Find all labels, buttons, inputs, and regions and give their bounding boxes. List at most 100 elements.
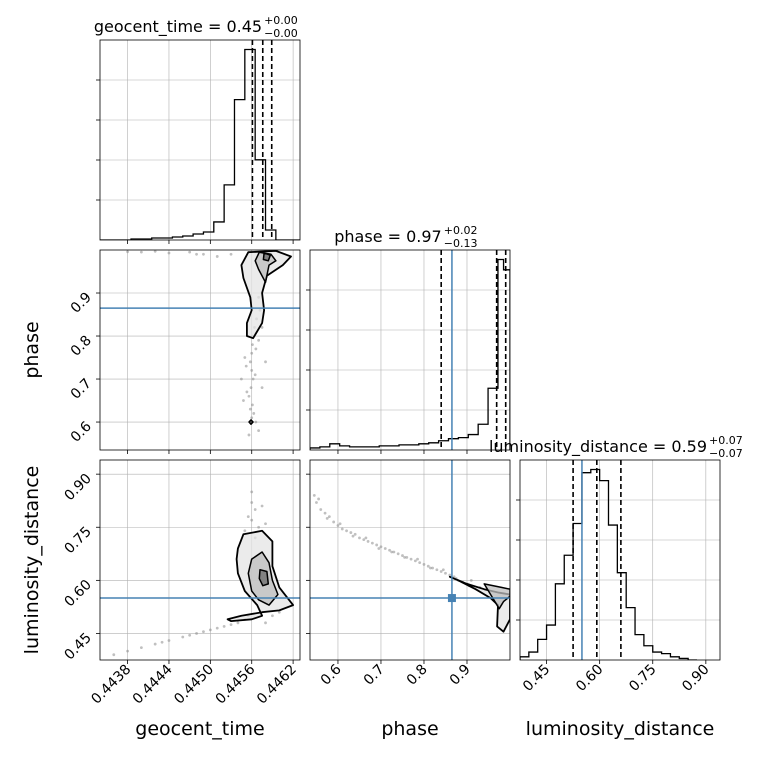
panel-phase-vs-luminosity_distance-clip-group <box>312 493 510 633</box>
panel-geocent_time-vs-phase-point-21 <box>260 386 264 390</box>
panel-phase-vs-luminosity_distance-point-7 <box>340 527 344 531</box>
panel-phase-vs-luminosity_distance-point-1 <box>315 501 318 504</box>
hist-geocent_time-steps <box>100 48 300 240</box>
panel-phase-vs-luminosity_distance-point-24 <box>413 559 417 563</box>
ytick-label-3: 0.9 <box>68 290 95 317</box>
panel-phase-vs-luminosity_distance-contour-1 <box>483 583 510 610</box>
panel-geocent_time-vs-luminosity_distance-point-10 <box>236 621 240 625</box>
panel-phase-vs-luminosity_distance-point-29 <box>435 568 439 572</box>
panel-geocent_time-vs-phase-point-6 <box>250 351 254 355</box>
panel-geocent_time-vs-phase-point-24 <box>254 420 258 424</box>
panel-phase-vs-luminosity_distance-point-5 <box>332 520 336 524</box>
panel-phase-vs-luminosity_distance-point-18 <box>388 548 391 552</box>
hist-geocent_time-bg <box>100 40 300 240</box>
panel-geocent_time-vs-phase-point-34 <box>229 252 233 256</box>
panel-geocent_time-vs-phase-contour-2 <box>262 252 272 262</box>
panel-geocent_time-vs-luminosity_distance-point-4 <box>181 635 185 639</box>
panel-phase-vs-luminosity_distance-point-38 <box>325 517 329 520</box>
panel-geocent_time-vs-phase-point-29 <box>260 326 264 329</box>
panel-geocent_time-vs-phase-bg <box>100 250 300 450</box>
panel-phase-vs-luminosity_distance-point-22 <box>405 555 409 559</box>
panel-phase-vs-luminosity_distance-point-30 <box>439 570 443 573</box>
xtick-label-geocent_time-3: 0.4456 <box>213 661 259 707</box>
panel-phase-vs-luminosity_distance-point-14 <box>370 541 374 545</box>
title-sub-geocent_time: −0.00 <box>264 27 298 40</box>
panel-geocent_time-vs-phase-point-35 <box>188 250 192 254</box>
panel-phase-vs-luminosity_distance-point-17 <box>383 547 387 550</box>
panel-geocent_time-vs-luminosity_distance-point-5 <box>195 632 198 635</box>
panel-geocent_time-vs-phase-point-26 <box>247 433 251 437</box>
panel-phase-vs-luminosity_distance-point-40 <box>351 534 355 538</box>
panel-phase-vs-luminosity_distance-point-19 <box>392 550 396 554</box>
panel-geocent_time-vs-phase-point-37 <box>202 252 205 256</box>
xlabel-luminosity_distance: luminosity_distance <box>526 718 715 740</box>
panel-geocent_time-vs-phase-point-23 <box>254 347 258 351</box>
ytick-label-2: 0.75 <box>61 524 94 557</box>
xtick-label-luminosity_distance-0: 0.45 <box>520 662 553 695</box>
panel-phase-vs-luminosity_distance-point-3 <box>323 511 327 515</box>
panel-phase-vs-luminosity_distance-point-44 <box>403 555 407 559</box>
panel-phase-vs-luminosity_distance-point-39 <box>338 522 342 526</box>
title-sub-luminosity_distance: −0.07 <box>709 447 743 460</box>
xlabel-phase: phase <box>381 718 438 740</box>
panel-geocent_time-vs-luminosity_distance-point-29 <box>202 630 205 634</box>
xlabel-geocent_time: geocent_time <box>135 718 264 740</box>
panel-phase-vs-luminosity_distance-point-47 <box>441 568 445 572</box>
hist-luminosity_distance-frame <box>519 459 721 661</box>
hist-phase-steps <box>310 258 510 450</box>
panel-phase-vs-luminosity_distance-point-21 <box>401 554 404 557</box>
title-luminosity_distance: luminosity_distance = 0.59 <box>489 437 707 457</box>
panel-phase-vs-luminosity_distance-point-50 <box>469 578 473 582</box>
panel-phase-vs-luminosity_distance-point-15 <box>375 543 379 547</box>
xtick-label-luminosity_distance-3: 0.90 <box>679 662 712 695</box>
panel-geocent_time-vs-phase-point-7 <box>248 360 252 364</box>
panel-geocent_time-vs-phase-point-32 <box>139 250 143 254</box>
panel-geocent_time-vs-phase-point-13 <box>252 412 256 415</box>
panel-geocent_time-vs-phase-point-10 <box>249 386 253 390</box>
panel-phase-vs-luminosity_distance-point-23 <box>409 557 413 561</box>
xtick-label-geocent_time-1: 0.4444 <box>130 661 176 707</box>
panel-phase-vs-luminosity_distance-point-0 <box>312 493 316 497</box>
panel-geocent_time-vs-phase-contour-1 <box>254 251 277 284</box>
panel-geocent_time-vs-phase-point-33 <box>215 255 219 258</box>
panel-geocent_time-vs-luminosity_distance-point-26 <box>112 653 116 657</box>
panel-geocent_time-vs-phase-point-15 <box>248 407 252 411</box>
title-geocent_time: geocent_time = 0.45 <box>94 17 262 37</box>
panel-geocent_time-vs-phase-point-12 <box>251 403 254 407</box>
panel-phase-vs-luminosity_distance-point-9 <box>349 531 353 534</box>
panel-phase-vs-luminosity_distance-point-4 <box>327 515 331 519</box>
panel-phase-vs-luminosity_distance-point-13 <box>366 540 370 543</box>
hist-geocent_time-frame <box>99 39 301 241</box>
panel-geocent_time-vs-luminosity_distance-point-18 <box>260 504 264 508</box>
panel-geocent_time-vs-phase-contour-0 <box>240 250 292 340</box>
panel-phase-vs-luminosity_distance-point-43 <box>390 550 394 554</box>
panel-geocent_time-vs-luminosity_distance-point-23 <box>264 621 267 625</box>
panel-backgrounds <box>100 40 720 660</box>
panel-geocent_time-vs-phase-point-8 <box>250 369 254 372</box>
panel-geocent_time-vs-luminosity_distance-point-24 <box>271 614 274 618</box>
ytick-label-3: 0.90 <box>61 471 94 504</box>
xtick-label-geocent_time-0: 0.4438 <box>88 662 134 708</box>
panel-geocent_time-vs-phase-point-11 <box>247 394 251 398</box>
xtick-label-luminosity_distance-2: 0.75 <box>626 662 659 695</box>
panel-geocent_time-vs-phase-point-25 <box>257 429 261 433</box>
panel-geocent_time-vs-phase-point-14 <box>250 416 254 420</box>
ytick-label-2: 0.8 <box>68 333 95 360</box>
ytick-label-0: 0.6 <box>68 418 95 445</box>
panel-phase-vs-luminosity_distance-point-28 <box>431 566 434 570</box>
panel-phase-vs-luminosity_distance-frame <box>309 459 511 661</box>
panel-phase-vs-luminosity_distance-point-37 <box>317 497 321 501</box>
xtick-label-geocent_time-4: 0.4462 <box>254 662 300 708</box>
panel-geocent_time-vs-luminosity_distance-frame <box>99 459 301 661</box>
panel-geocent_time-vs-phase-contour-3 <box>248 419 254 425</box>
panel-geocent_time-vs-luminosity_distance-point-15 <box>250 518 254 522</box>
panel-geocent_time-vs-phase-point-38 <box>126 250 129 254</box>
panel-phase-vs-luminosity_distance-point-45 <box>416 557 419 561</box>
ytick-label-1: 0.60 <box>61 577 94 610</box>
xtick-label-phase-2: 0.8 <box>404 662 431 689</box>
title-sub-phase: −0.13 <box>444 237 478 250</box>
xtick-label-geocent_time-2: 0.4450 <box>171 662 217 708</box>
panel-geocent_time-vs-luminosity_distance-point-16 <box>257 525 261 529</box>
panel-geocent_time-vs-phase-point-36 <box>153 250 157 253</box>
panel-geocent_time-vs-phase-point-27 <box>239 377 243 381</box>
